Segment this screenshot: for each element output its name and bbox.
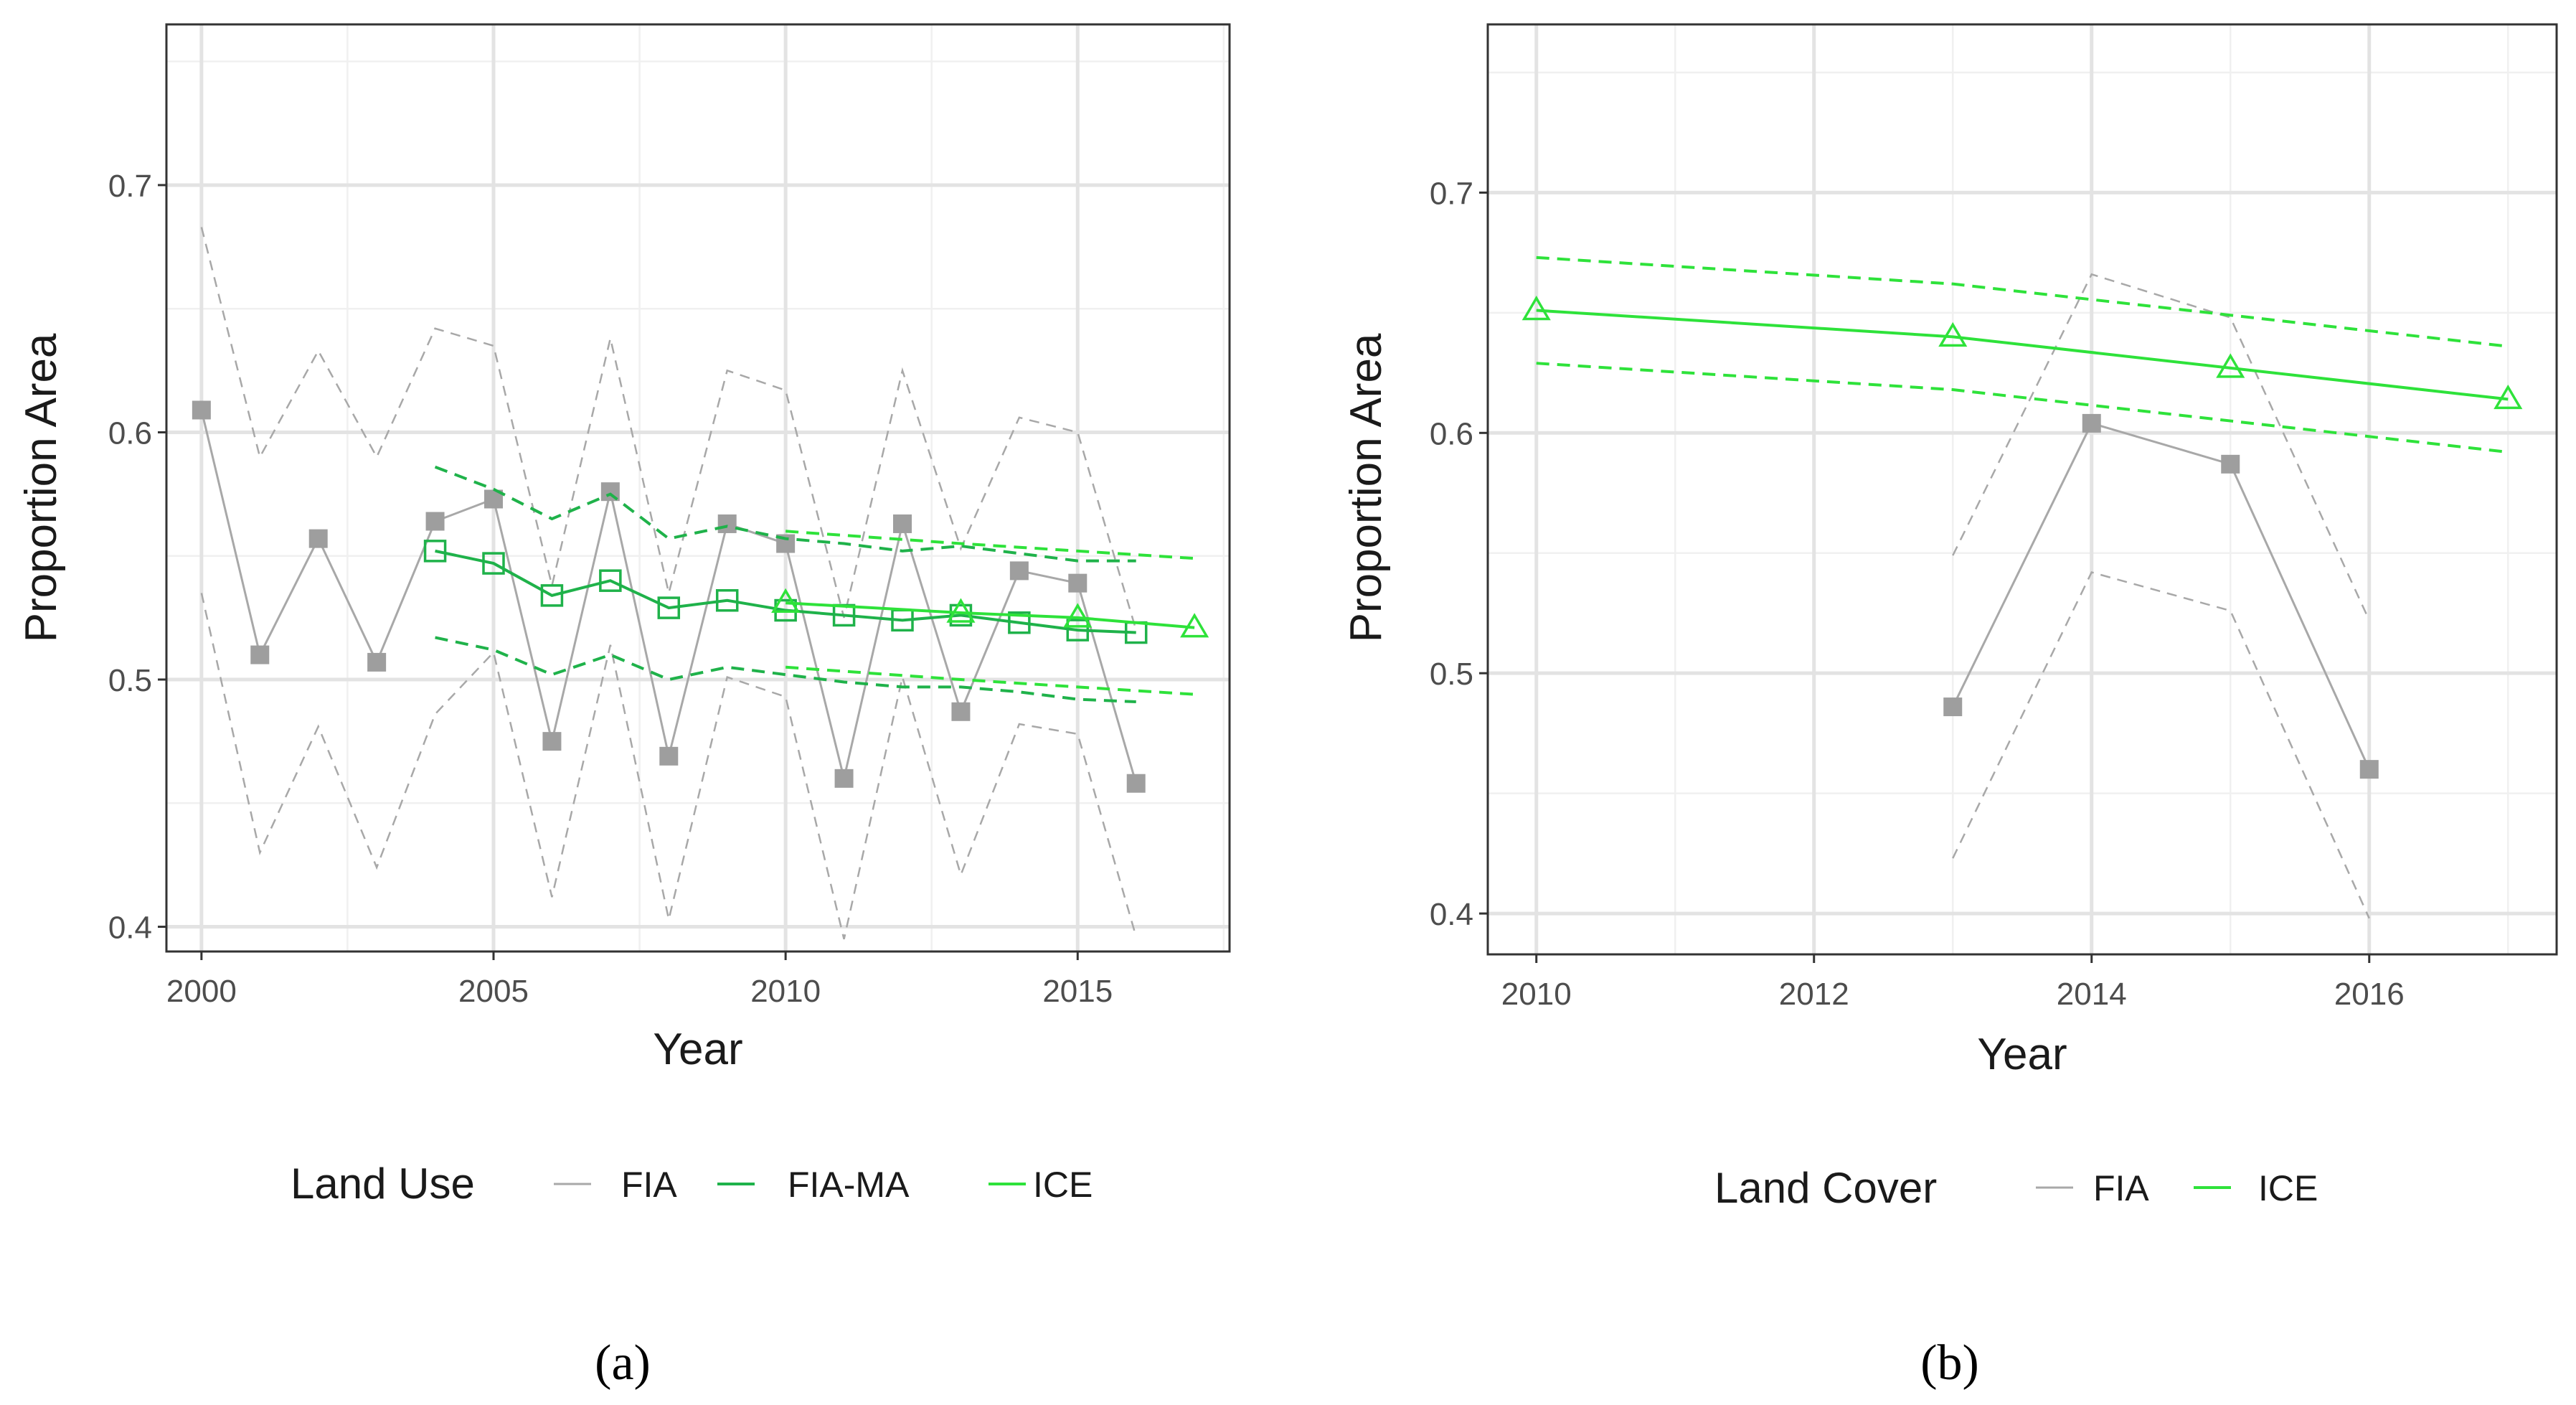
- ice-b-upper-bound: [1536, 255, 2509, 348]
- fia-ma-a-point: [657, 596, 681, 619]
- legend-label-ice-a: ICE: [1033, 1165, 1093, 1205]
- fia-b-point: [2359, 760, 2379, 779]
- legend-label-fia-b: FIA: [2093, 1168, 2149, 1208]
- fia-a-point: [951, 702, 971, 721]
- fia-ma-a-point: [482, 552, 505, 575]
- fia-b-point: [2221, 454, 2240, 474]
- fia-a-point: [367, 652, 387, 672]
- x-tick-label: 2010: [750, 974, 821, 1009]
- panel-b-series: [1521, 255, 2523, 919]
- fia-a-point: [1068, 573, 1088, 593]
- y-tick-label: 0.5: [1430, 657, 1473, 692]
- fia-a-point: [250, 645, 270, 664]
- ice-b-point: [2494, 384, 2523, 410]
- fia-a-point: [308, 529, 328, 548]
- panel-a: 2000 2005 2010 2015 0.4 0.5 0.6 0.7 Year Propor…: [16, 23, 1231, 1391]
- legend-label-fia-ma-a: FIA-MA: [788, 1165, 910, 1205]
- panel-a-legend-title: Land Use: [291, 1160, 475, 1208]
- panel-a-legend: Land Use FIA FIA-MA ICE: [291, 1160, 1093, 1208]
- panel-b-x-axis-title: Year: [1977, 1030, 2067, 1079]
- panel-b-ticks: 2010 2012 2014 2016 0.4 0.5 0.6 0.7: [1430, 176, 2405, 1012]
- fia-a-point: [893, 514, 912, 533]
- panel-b-grid: [1488, 24, 2557, 954]
- ice-a-line: [785, 601, 1195, 629]
- ice-b-point: [2216, 353, 2245, 378]
- fia-a-point: [192, 400, 211, 420]
- panel-a-ticks: 2000 2005 2010 2015 0.4 0.5 0.6 0.7: [108, 169, 1113, 1009]
- x-tick-label: 2014: [2057, 977, 2127, 1012]
- fia-a-point: [425, 512, 445, 531]
- panel-b: 2010 2012 2014 2016 0.4 0.5 0.6 0.7 Year Propor…: [1341, 23, 2558, 1391]
- x-tick-label: 2015: [1042, 974, 1113, 1009]
- ice-a-upper-bound: [785, 530, 1195, 560]
- panel-b-plot-border: [1486, 23, 2558, 956]
- fia-ma-a-point: [1008, 611, 1031, 634]
- y-tick-label: 0.7: [108, 169, 152, 204]
- y-tick-label: 0.7: [1430, 176, 1473, 211]
- ice-a-point: [946, 598, 976, 623]
- panel-a-y-axis-title: Proportion Area: [16, 333, 66, 642]
- panel-a-plot-border: [165, 23, 1231, 953]
- panel-a-series: [192, 227, 1209, 940]
- x-tick-label: 2010: [1501, 977, 1572, 1012]
- fia-b-point: [1943, 697, 1963, 717]
- fia-ma-a-point: [423, 540, 447, 563]
- panel-b-y-axis-title: Proportion Area: [1341, 333, 1391, 642]
- fia-ma-a-point: [1066, 619, 1090, 642]
- legend-label-ice-b: ICE: [2258, 1168, 2318, 1208]
- x-tick-label: 2012: [1779, 977, 1849, 1012]
- ice-b-lower-bound: [1536, 362, 2509, 454]
- fia-b-point: [2082, 413, 2101, 433]
- ice-b-point: [1521, 296, 1551, 321]
- ice-b-point: [1938, 321, 1968, 347]
- fia-ma-a-point: [540, 584, 564, 607]
- fia-a-point: [834, 769, 854, 788]
- fia-b-lower-bound: [1952, 571, 2370, 919]
- legend-label-fia-a: FIA: [621, 1165, 677, 1205]
- y-tick-label: 0.4: [1430, 897, 1473, 932]
- panel-a-x-axis-title: Year: [653, 1025, 742, 1074]
- fia-ma-a-point: [715, 589, 739, 612]
- fia-a-point: [659, 746, 679, 766]
- panel-b-legend-title: Land Cover: [1714, 1164, 1937, 1212]
- panel-b-caption: (b): [1920, 1335, 1979, 1391]
- fia-a-upper-bound: [200, 227, 1137, 631]
- fia-a-lower-bound: [200, 593, 1137, 940]
- panel-a-caption: (a): [595, 1335, 651, 1391]
- fia-a-point: [1009, 561, 1029, 581]
- fia-b-line: [1951, 422, 2371, 770]
- y-tick-label: 0.6: [1430, 416, 1473, 451]
- x-tick-label: 2016: [2334, 977, 2405, 1012]
- panel-b-legend: Land Cover FIA ICE: [1714, 1164, 2318, 1212]
- fia-ma-a-upper-bound: [434, 465, 1136, 563]
- fia-a-point: [717, 514, 737, 533]
- x-tick-label: 2005: [458, 974, 529, 1009]
- x-tick-label: 2000: [166, 974, 237, 1009]
- ice-a-point: [1063, 603, 1093, 628]
- ice-a-lower-bound: [785, 665, 1195, 696]
- y-tick-label: 0.5: [108, 663, 152, 698]
- ice-b-line: [1536, 309, 2509, 401]
- ice-a-point: [1180, 613, 1209, 638]
- y-tick-label: 0.6: [108, 415, 152, 451]
- fia-a-point: [542, 732, 562, 751]
- fia-b-upper-bound: [1952, 273, 2370, 621]
- panel-a-grid: [166, 24, 1230, 951]
- y-tick-label: 0.4: [108, 911, 152, 946]
- fia-ma-a-point: [599, 569, 622, 592]
- fia-a-point: [1126, 774, 1146, 793]
- ice-a-point: [771, 588, 801, 613]
